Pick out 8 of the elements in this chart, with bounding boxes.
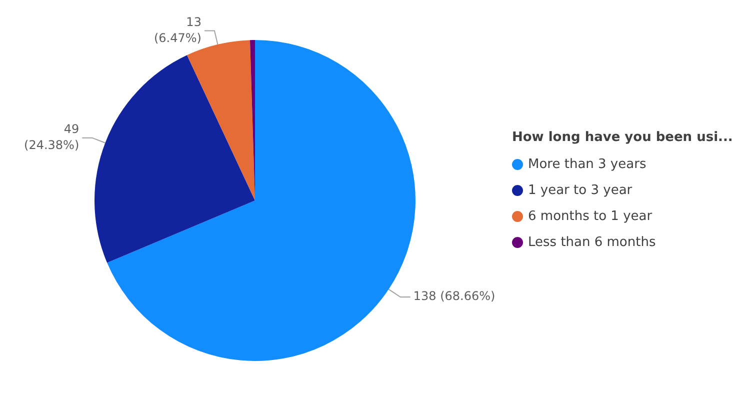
legend-label: 6 months to 1 year bbox=[528, 208, 652, 224]
legend-label: More than 3 years bbox=[528, 156, 646, 172]
legend-label: Less than 6 months bbox=[528, 234, 656, 250]
legend-title: How long have you been usi... bbox=[512, 130, 733, 145]
legend-label: 1 year to 3 year bbox=[528, 182, 632, 198]
data-label: 13 (6.47%) bbox=[154, 14, 202, 45]
data-label: 138 (68.66%) bbox=[413, 289, 496, 304]
data-label: 49 (24.38%) bbox=[24, 122, 80, 152]
